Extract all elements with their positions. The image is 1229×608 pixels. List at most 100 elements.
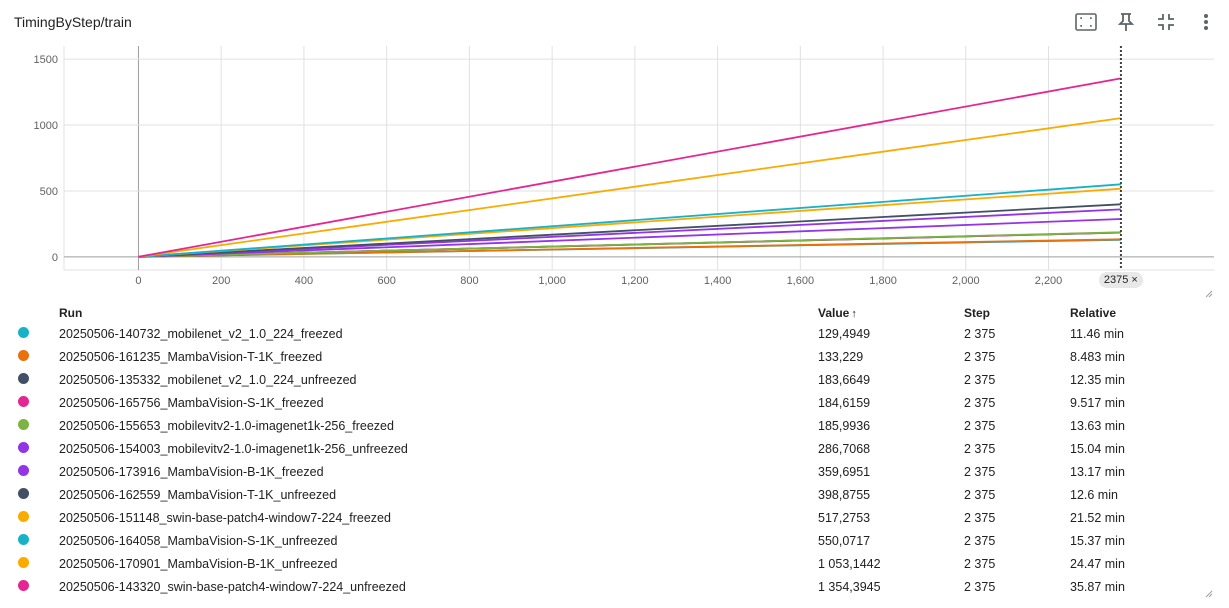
more-vert-icon (1204, 14, 1208, 30)
run-name: 20250506-164058_MambaVision-S-1K_unfreez… (59, 534, 338, 548)
header-step[interactable]: Step (964, 306, 991, 320)
more-options-button[interactable] (1194, 10, 1218, 34)
x-tick-label: 0 (135, 275, 141, 287)
run-color-dot (18, 419, 29, 430)
table-row[interactable]: 20250506-143320_swin-base-patch4-window7… (0, 577, 1229, 600)
x-tick-label: 1,000 (538, 275, 566, 287)
series-line (138, 218, 1121, 258)
run-step: 2 375 (964, 534, 996, 548)
table-row[interactable]: 20250506-155653_mobilevitv2-1.0-imagenet… (0, 416, 1229, 439)
step-badge-label: 2375 (1103, 274, 1129, 286)
run-step: 2 375 (964, 465, 996, 479)
run-relative: 15.37 min (1070, 534, 1125, 548)
table-row[interactable]: 20250506-164058_MambaVision-S-1K_unfreez… (0, 531, 1229, 554)
table-row[interactable]: 20250506-154003_mobilevitv2-1.0-imagenet… (0, 439, 1229, 462)
x-tick-label: 600 (377, 275, 395, 287)
header-value-label: Value (818, 306, 850, 320)
chart-area[interactable]: 0 200 400 600 800 1,000 1,200 1,400 1,600 1,800 2,… (0, 44, 1229, 302)
run-relative: 24.47 min (1070, 557, 1125, 571)
x-tick-label: 2,000 (952, 275, 980, 287)
sort-arrow-icon: ↑ (851, 308, 857, 320)
table-body: 20250506-140732_mobilenet_v2_1.0_224_fre… (0, 324, 1229, 600)
collapse-button[interactable] (1154, 10, 1178, 34)
table-row[interactable]: 20250506-173916_MambaVision-B-1K_freezed… (0, 462, 1229, 485)
series-line (138, 77, 1122, 258)
series-line (138, 231, 1121, 258)
run-name: 20250506-155653_mobilevitv2-1.0-imagenet… (59, 419, 394, 433)
run-value: 1 053,1442 (818, 557, 881, 571)
run-relative: 15.04 min (1070, 442, 1125, 456)
line-chart[interactable]: 0 200 400 600 800 1,000 1,200 1,400 1,600 1,800 2,… (0, 44, 1229, 302)
table-row[interactable]: 20250506-162559_MambaVision-T-1K_unfreez… (0, 485, 1229, 508)
header-relative[interactable]: Relative (1070, 306, 1117, 320)
run-relative: 35.87 min (1070, 580, 1125, 594)
fit-domain-button[interactable] (1074, 10, 1098, 34)
run-color-dot (18, 488, 29, 499)
run-step: 2 375 (964, 419, 996, 433)
y-tick-label: 1000 (34, 120, 58, 132)
run-color-dot (18, 442, 29, 453)
run-step: 2 375 (964, 327, 996, 341)
run-value: 359,6951 (818, 465, 871, 479)
runs-table: Run Value ↑ Step Relative 20250506-140732… (0, 302, 1229, 600)
run-relative: 12.6 min (1070, 488, 1118, 502)
table-header: Run Value ↑ Step Relative (0, 302, 1229, 324)
run-relative: 13.63 min (1070, 419, 1125, 433)
x-tick-label: 800 (460, 275, 478, 287)
table-row[interactable]: 20250506-170901_MambaVision-B-1K_unfreez… (0, 554, 1229, 577)
table-row[interactable]: 20250506-140732_mobilenet_v2_1.0_224_fre… (0, 324, 1229, 347)
run-color-dot (18, 396, 29, 407)
run-name: 20250506-161235_MambaVision-T-1K_freezed (59, 350, 323, 364)
run-relative: 21.52 min (1070, 511, 1125, 525)
run-step: 2 375 (964, 557, 996, 571)
resize-handle-icon[interactable] (1205, 290, 1213, 298)
table-row[interactable]: 20250506-161235_MambaVision-T-1K_freezed… (0, 347, 1229, 370)
run-step: 2 375 (964, 442, 996, 456)
run-color-dot (18, 557, 29, 568)
run-name: 20250506-140732_mobilenet_v2_1.0_224_fre… (59, 327, 343, 341)
header-run[interactable]: Run (59, 306, 83, 320)
table-resize-handle-icon[interactable] (1205, 590, 1213, 598)
table-row[interactable]: 20250506-165756_MambaVision-S-1K_freezed… (0, 393, 1229, 416)
run-step: 2 375 (964, 373, 996, 387)
run-value: 184,6159 (818, 396, 871, 410)
run-step: 2 375 (964, 511, 996, 525)
run-relative: 13.17 min (1070, 465, 1125, 479)
x-tick-label: 1,600 (787, 275, 815, 287)
run-value: 133,229 (818, 350, 864, 364)
collapse-icon (1158, 14, 1174, 30)
chart-title: TimingByStep/train (14, 14, 132, 30)
run-color-dot (18, 511, 29, 522)
header-value[interactable]: Value ↑ (818, 306, 857, 320)
pin-button[interactable] (1114, 10, 1138, 34)
y-tick-label: 500 (40, 186, 58, 198)
run-color-dot (18, 327, 29, 338)
run-value: 1 354,3945 (818, 580, 881, 594)
run-value: 550,0717 (818, 534, 871, 548)
y-tick-label: 0 (52, 252, 58, 264)
run-relative: 8.483 min (1070, 350, 1125, 364)
table-row[interactable]: 20250506-151148_swin-base-patch4-window7… (0, 508, 1229, 531)
table-row[interactable]: 20250506-135332_mobilenet_v2_1.0_224_unf… (0, 370, 1229, 393)
run-name: 20250506-154003_mobilevitv2-1.0-imagenet… (59, 442, 408, 456)
x-tick-label: 1,200 (621, 275, 649, 287)
run-value: 183,6649 (818, 373, 871, 387)
run-value: 185,9936 (818, 419, 871, 433)
run-name: 20250506-173916_MambaVision-B-1K_freezed (59, 465, 324, 479)
x-tick-label: 1,800 (869, 275, 897, 287)
run-color-dot (18, 580, 29, 591)
step-badge[interactable]: 2375 × (1098, 272, 1143, 288)
close-icon[interactable]: × (1131, 274, 1138, 286)
card-header: TimingByStep/train (0, 0, 1229, 44)
x-tick-label: 1,400 (704, 275, 732, 287)
run-value: 286,7068 (818, 442, 871, 456)
series-line (138, 203, 1121, 258)
series-line (138, 238, 1121, 258)
run-name: 20250506-151148_swin-base-patch4-window7… (59, 511, 391, 525)
run-step: 2 375 (964, 580, 996, 594)
run-name: 20250506-143320_swin-base-patch4-window7… (59, 580, 406, 594)
x-tick-label: 400 (295, 275, 313, 287)
run-color-dot (18, 350, 29, 361)
run-step: 2 375 (964, 396, 996, 410)
run-step: 2 375 (964, 488, 996, 502)
